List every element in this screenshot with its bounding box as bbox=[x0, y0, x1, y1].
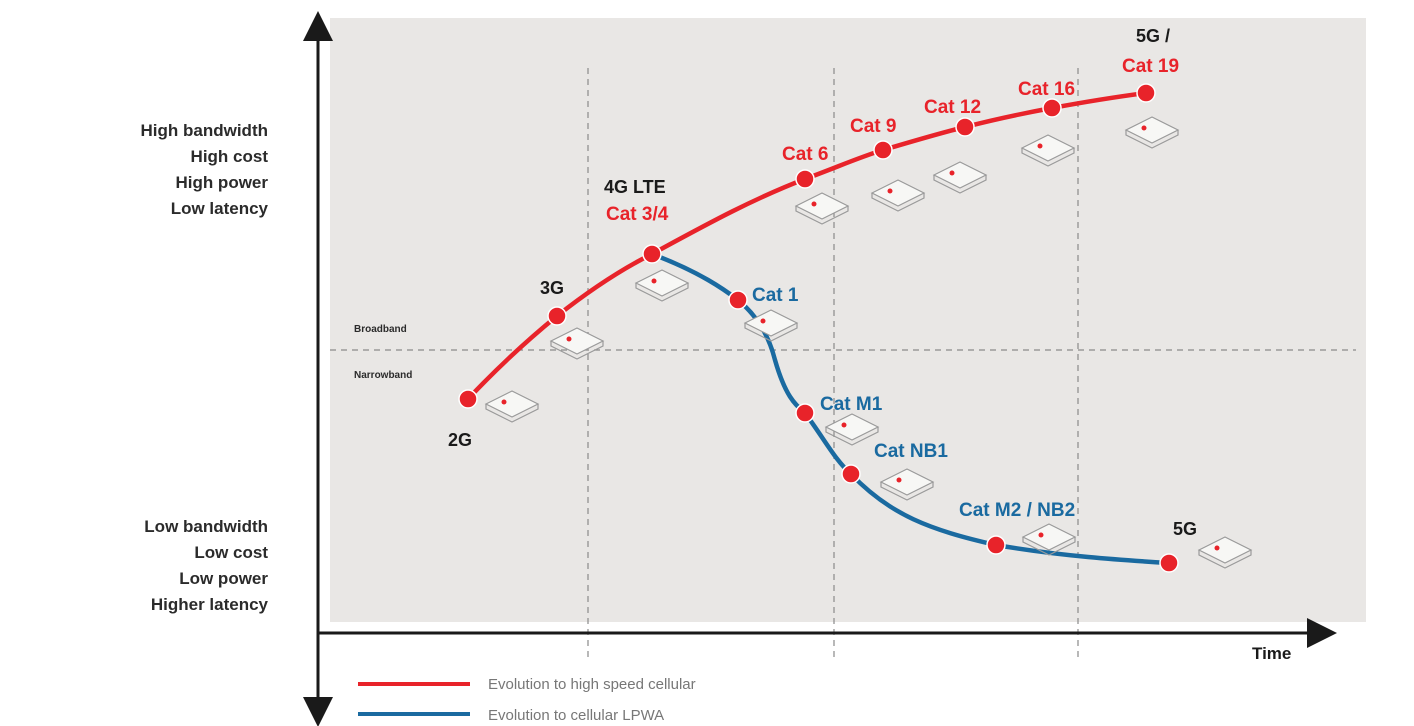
node-dot-cat6 bbox=[795, 169, 815, 189]
label-catm1: Cat M1 bbox=[820, 394, 883, 415]
label-cat16: Cat 16 bbox=[1018, 79, 1075, 100]
label-3g: 3G bbox=[540, 278, 564, 298]
module-chip-icon bbox=[870, 179, 926, 212]
label-catnb1: Cat NB1 bbox=[874, 441, 948, 462]
label-cat1: Cat 1 bbox=[752, 285, 799, 306]
module-chip-icon bbox=[1197, 536, 1253, 569]
label-cat6: Cat 6 bbox=[782, 144, 828, 165]
module-chip-icon bbox=[1021, 523, 1077, 556]
node-dot-cat19 bbox=[1136, 83, 1156, 103]
node-dot-5g bbox=[1159, 553, 1179, 573]
node-dot-cat9 bbox=[873, 140, 893, 160]
module-chip-icon bbox=[743, 309, 799, 342]
node-dot-cat1 bbox=[728, 290, 748, 310]
module-icons bbox=[484, 116, 1253, 569]
label-5g: 5G bbox=[1173, 519, 1197, 539]
y-bottom-label: Low power bbox=[179, 569, 268, 588]
label-2g: 2G bbox=[448, 430, 472, 450]
label-cat9: Cat 9 bbox=[850, 116, 896, 137]
broadband-label: Broadband bbox=[354, 324, 407, 335]
node-dot-3g bbox=[547, 306, 567, 326]
module-chip-icon bbox=[484, 390, 540, 423]
y-top-labels: High bandwidth High cost High power Low … bbox=[141, 121, 269, 218]
module-chip-icon bbox=[1124, 116, 1180, 149]
legend-label-high-speed: Evolution to high speed cellular bbox=[488, 676, 696, 693]
y-bottom-label: Low bandwidth bbox=[144, 517, 268, 536]
milestone-dots bbox=[458, 83, 1179, 573]
label-cat12: Cat 12 bbox=[924, 97, 981, 118]
y-bottom-label: Higher latency bbox=[151, 595, 269, 614]
legend: Evolution to high speed cellular Evoluti… bbox=[358, 676, 696, 724]
module-chip-icon bbox=[1020, 134, 1076, 167]
module-chip-icon bbox=[932, 161, 988, 194]
y-top-label: High power bbox=[175, 173, 268, 192]
node-dot-cat12 bbox=[955, 117, 975, 137]
node-dot-catm2 bbox=[986, 535, 1006, 555]
narrowband-label: Narrowband bbox=[354, 370, 412, 381]
y-bottom-label: Low cost bbox=[194, 543, 268, 562]
module-chip-icon bbox=[824, 413, 880, 446]
node-dot-catm1 bbox=[795, 403, 815, 423]
label-5g-slash: 5G / bbox=[1136, 26, 1170, 46]
module-chip-icon bbox=[549, 327, 605, 360]
plot-area bbox=[330, 18, 1366, 622]
label-cat34: Cat 3/4 bbox=[606, 204, 669, 225]
node-dot-catnb1 bbox=[841, 464, 861, 484]
module-chip-icon bbox=[879, 468, 935, 501]
label-4g-lte: 4G LTE bbox=[604, 177, 666, 197]
node-dot-2g bbox=[458, 389, 478, 409]
label-catm2-nb2: Cat M2 / NB2 bbox=[959, 500, 1075, 521]
y-top-label: High cost bbox=[191, 147, 269, 166]
module-chip-icon bbox=[634, 269, 690, 302]
y-top-label: Low latency bbox=[171, 199, 269, 218]
legend-label-lpwa: Evolution to cellular LPWA bbox=[488, 707, 664, 724]
module-chip-icon bbox=[794, 192, 850, 225]
x-axis-label: Time bbox=[1252, 644, 1291, 663]
node-dot-cat16 bbox=[1042, 98, 1062, 118]
node-dot-4g bbox=[642, 244, 662, 264]
y-top-label: High bandwidth bbox=[141, 121, 268, 140]
y-bottom-labels: Low bandwidth Low cost Low power Higher … bbox=[144, 517, 268, 614]
label-cat19: Cat 19 bbox=[1122, 56, 1179, 77]
